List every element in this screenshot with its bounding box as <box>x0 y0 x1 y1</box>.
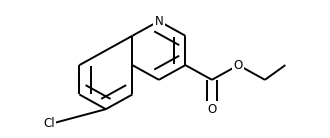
Text: Cl: Cl <box>43 117 54 130</box>
Text: O: O <box>234 59 243 72</box>
Text: N: N <box>154 15 163 28</box>
Text: O: O <box>207 103 216 116</box>
